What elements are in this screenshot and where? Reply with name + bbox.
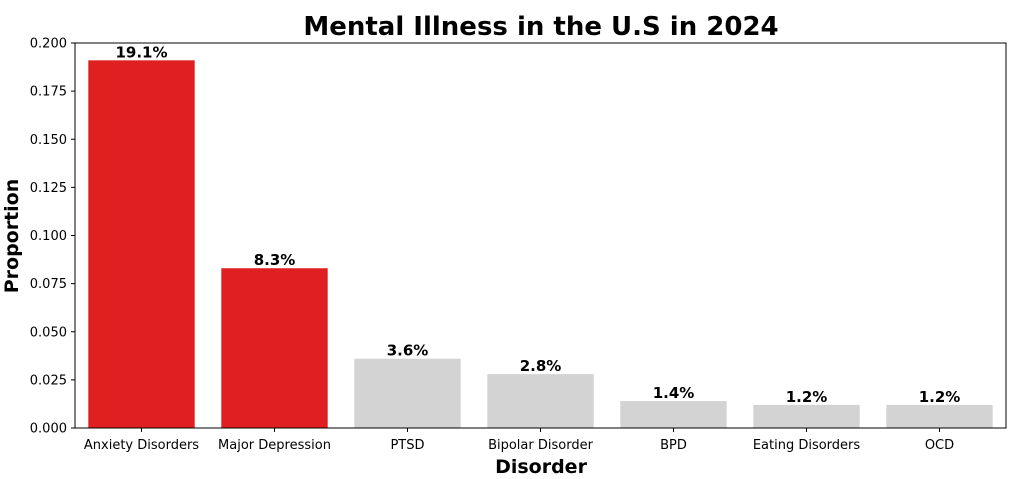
x-tick-label: BPD bbox=[660, 438, 687, 453]
x-tick-label: Anxiety Disorders bbox=[84, 438, 199, 453]
y-tick-label: 0.000 bbox=[30, 422, 67, 437]
chart-title: Mental Illness in the U.S in 2024 bbox=[303, 12, 778, 42]
data-label: 1.4% bbox=[653, 384, 695, 402]
bar bbox=[886, 404, 993, 428]
bar bbox=[221, 268, 328, 428]
bar bbox=[620, 401, 727, 428]
x-tick-label: Eating Disorders bbox=[753, 438, 861, 453]
bar bbox=[88, 60, 195, 428]
bar bbox=[354, 358, 461, 428]
bar bbox=[487, 374, 594, 428]
data-label: 8.3% bbox=[254, 251, 296, 269]
bar bbox=[753, 404, 860, 428]
data-label: 1.2% bbox=[786, 388, 828, 406]
data-label: 2.8% bbox=[520, 357, 562, 375]
y-tick-label: 0.075 bbox=[30, 277, 67, 292]
y-axis-label: Proportion bbox=[1, 179, 23, 294]
y-tick-label: 0.100 bbox=[30, 229, 67, 244]
data-label: 1.2% bbox=[919, 388, 961, 406]
x-tick-label: Major Depression bbox=[218, 438, 331, 453]
y-tick-label: 0.150 bbox=[30, 133, 67, 148]
y-tick-label: 0.025 bbox=[30, 373, 67, 388]
x-tick-label: OCD bbox=[925, 438, 954, 453]
y-tick-label: 0.200 bbox=[30, 37, 67, 52]
y-tick-label: 0.050 bbox=[30, 325, 67, 340]
x-axis-label: Disorder bbox=[495, 456, 588, 478]
data-label: 3.6% bbox=[387, 342, 429, 360]
x-tick-label: PTSD bbox=[390, 438, 424, 453]
y-tick-label: 0.125 bbox=[30, 181, 67, 196]
plot-area: 19.1% 8.3% 3.6% 2.8% 1.4% 1.2% 1.2% 0.000 0.025 0… bbox=[30, 37, 1007, 453]
y-tick-label: 0.175 bbox=[30, 85, 67, 100]
x-tick-label: Bipolar Disorder bbox=[488, 438, 594, 453]
data-label: 19.1% bbox=[115, 43, 167, 61]
